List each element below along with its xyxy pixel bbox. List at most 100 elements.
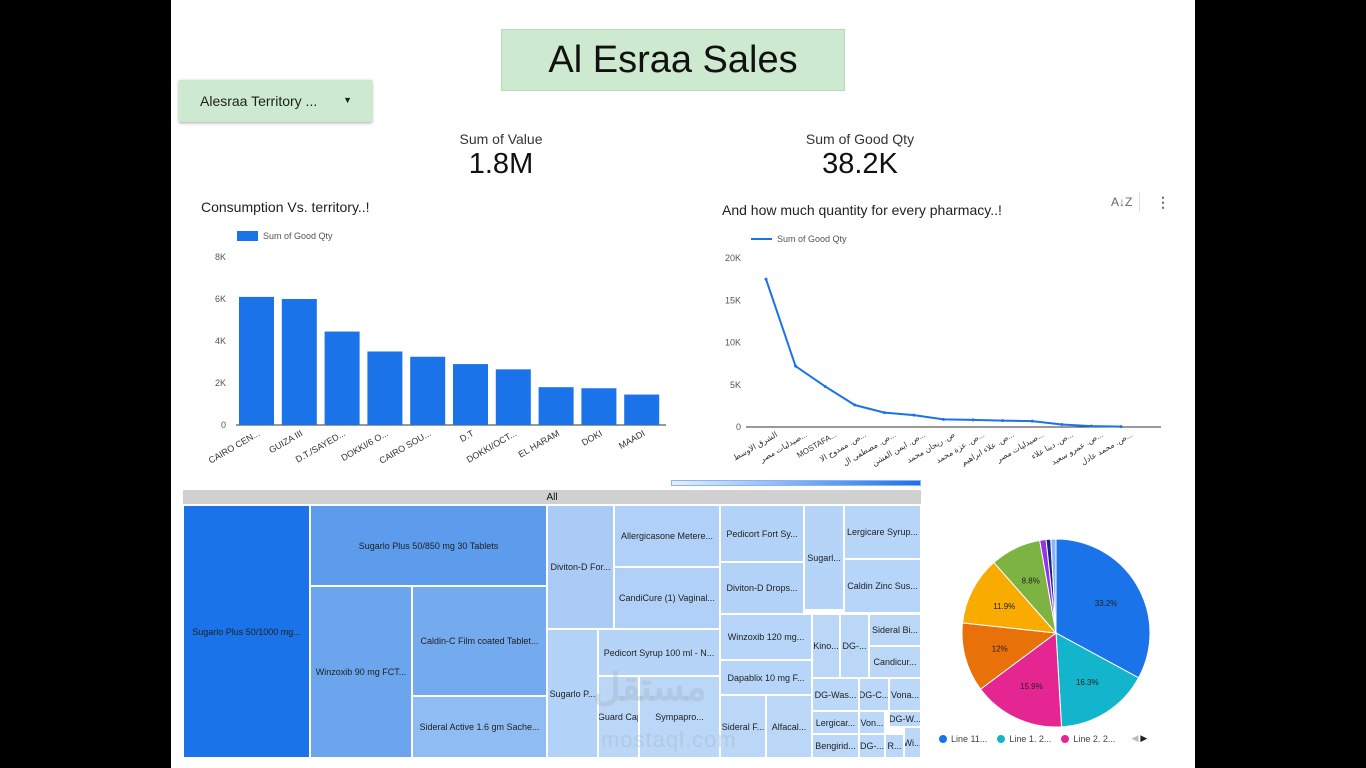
treemap[interactable]: Sugarlo Plus 50/1000 mg... Sugarlo Plus 5…: [183, 505, 921, 758]
territory-filter-dropdown[interactable]: Alesraa Territory ... ▼: [179, 80, 372, 122]
treemap-cell[interactable]: Alfacal...: [766, 695, 812, 758]
data-point[interactable]: [794, 364, 798, 368]
legend-next-icon[interactable]: ▶: [1140, 733, 1148, 743]
treemap-cell[interactable]: Lergicar...: [812, 711, 859, 734]
treemap-cell[interactable]: Sugarl...: [804, 505, 844, 610]
treemap-cell[interactable]: Sympapro...: [639, 676, 720, 758]
treemap-cell[interactable]: Pedicort Syrup 100 ml - N...: [598, 629, 720, 676]
treemap-cell[interactable]: DG-C...: [859, 678, 889, 711]
pie-slice-label: 12%: [992, 644, 1008, 653]
pie-slice[interactable]: [1050, 538, 1057, 634]
line-chart-legend[interactable]: Sum of Good Qty: [751, 234, 847, 244]
bar[interactable]: [281, 299, 317, 425]
y-tick-label: 4K: [215, 336, 226, 346]
data-point[interactable]: [1030, 419, 1034, 423]
treemap-cell[interactable]: Caldin Zinc Sus...: [844, 559, 921, 613]
pie-legend-item[interactable]: Line 1. 2...: [997, 734, 1051, 744]
pie-slice[interactable]: [1055, 538, 1151, 679]
treemap-cell[interactable]: Pedicort Fort Sy...: [720, 505, 804, 562]
data-point[interactable]: [912, 413, 916, 417]
pie-slice[interactable]: [1055, 632, 1140, 728]
report-title: Al Esraa Sales: [501, 29, 845, 91]
treemap-cell[interactable]: R...: [885, 734, 904, 758]
pie-legend-item[interactable]: Line 11...: [939, 734, 987, 744]
treemap-cell[interactable]: Diviton-D Drops...: [720, 562, 804, 614]
data-point[interactable]: [971, 418, 975, 422]
sort-az-icon[interactable]: A↓Z: [1111, 195, 1133, 209]
treemap-cell[interactable]: Caldin-C Film coated Tablet...: [412, 586, 547, 696]
data-point[interactable]: [1089, 424, 1093, 428]
legend-label: Sum of Good Qty: [263, 231, 333, 241]
pie-chart[interactable]: 33.2% 16.3% 15.9% 12% 11.9% 8.8%: [951, 528, 1161, 738]
bar[interactable]: [239, 296, 274, 425]
treemap-cell[interactable]: Dapablix 10 mg F...: [720, 660, 812, 695]
bar-chart-legend[interactable]: Sum of Good Qty: [237, 231, 333, 241]
treemap-cell[interactable]: Sugarlo P...: [547, 629, 598, 758]
legend-label: Line 1. 2...: [1009, 733, 1052, 744]
series-line[interactable]: [765, 278, 1122, 428]
pie-legend-item[interactable]: Line 2. 2...: [1061, 734, 1115, 744]
data-point[interactable]: [823, 384, 827, 388]
treemap-cell[interactable]: Winzoxib 120 mg...: [720, 614, 812, 660]
treemap-cell[interactable]: Allergicasone Metere...: [614, 505, 720, 567]
y-tick-label: 20K: [725, 253, 741, 263]
y-tick-label: 0: [736, 422, 741, 432]
bar-chart-title: Consumption Vs. territory..!: [201, 199, 370, 215]
pie-slice[interactable]: [961, 561, 1058, 634]
bar[interactable]: [324, 331, 360, 425]
legend-label: Line 2. 2...: [1073, 733, 1116, 744]
treemap-cell[interactable]: Kino...: [812, 614, 840, 678]
treemap-cell[interactable]: TriGuard Cap...: [598, 676, 639, 758]
treemap-cell[interactable]: Sugarlo Plus 50/1000 mg...: [183, 505, 310, 758]
treemap-cell[interactable]: DG-W...: [889, 711, 921, 727]
data-point[interactable]: [853, 403, 857, 407]
treemap-cell[interactable]: Sideral Active 1.6 gm Sache...: [412, 696, 547, 758]
pie-slice-label: 8.8%: [1022, 576, 1040, 585]
treemap-cell[interactable]: Winzoxib 90 mg FCT...: [310, 586, 412, 758]
treemap-cell[interactable]: DG-...: [840, 614, 869, 678]
treemap-cell[interactable]: DG-Was...: [812, 678, 859, 711]
pie-legend: Line 11... Line 1. 2... Line 2. 2... ◀ ▶: [939, 733, 1147, 744]
treemap-cell[interactable]: Von...: [859, 711, 885, 734]
treemap-header[interactable]: All: [183, 490, 921, 504]
treemap-cell[interactable]: Bengirid...: [812, 734, 859, 758]
data-point[interactable]: [1001, 419, 1005, 423]
treemap-cell[interactable]: Candicur...: [869, 646, 921, 678]
legend-prev-icon[interactable]: ◀: [1131, 733, 1139, 743]
legend-swatch: [237, 231, 258, 241]
treemap-cell[interactable]: Lergicare Syrup...: [844, 505, 921, 559]
bar[interactable]: [453, 364, 488, 425]
chart-scrollbar[interactable]: [671, 480, 921, 486]
watermark-arabic: مستقل: [593, 667, 707, 709]
pie-slice[interactable]: [961, 622, 1058, 690]
treemap-cell[interactable]: Sideral F...: [720, 695, 766, 758]
treemap-cell[interactable]: Vona...: [889, 678, 921, 711]
y-tick-label: 8K: [215, 252, 226, 262]
bar[interactable]: [410, 356, 446, 425]
bar[interactable]: [367, 351, 403, 426]
pie-slice[interactable]: [979, 632, 1063, 728]
treemap-cell[interactable]: Sideral Bi...: [869, 614, 921, 646]
y-tick-label: 6K: [215, 294, 226, 304]
treemap-cell[interactable]: Wi...: [904, 727, 921, 758]
legend-label: Sum of Good Qty: [777, 234, 847, 244]
data-point[interactable]: [764, 277, 768, 281]
bar[interactable]: [581, 388, 617, 425]
bar[interactable]: [495, 369, 531, 425]
treemap-cell[interactable]: Diviton-D For...: [547, 505, 614, 629]
data-point[interactable]: [1119, 425, 1123, 429]
x-tick-label: ص. محمد عادل...: [1079, 430, 1134, 467]
data-point[interactable]: [1060, 422, 1064, 426]
treemap-cell[interactable]: DG-...: [859, 734, 885, 758]
bar[interactable]: [538, 387, 574, 425]
more-vert-icon[interactable]: ⋮: [1156, 194, 1170, 210]
treemap-cell[interactable]: Sugarlo Plus 50/850 mg 30 Tablets: [310, 505, 547, 586]
territory-filter-label: Alesraa Territory ...: [200, 93, 318, 109]
pie-slice-label: 15.9%: [1020, 682, 1043, 691]
data-point[interactable]: [882, 411, 886, 415]
treemap-cell[interactable]: CandiCure (1) Vaginal...: [614, 567, 720, 629]
bar[interactable]: [624, 394, 660, 425]
data-point[interactable]: [942, 417, 945, 421]
